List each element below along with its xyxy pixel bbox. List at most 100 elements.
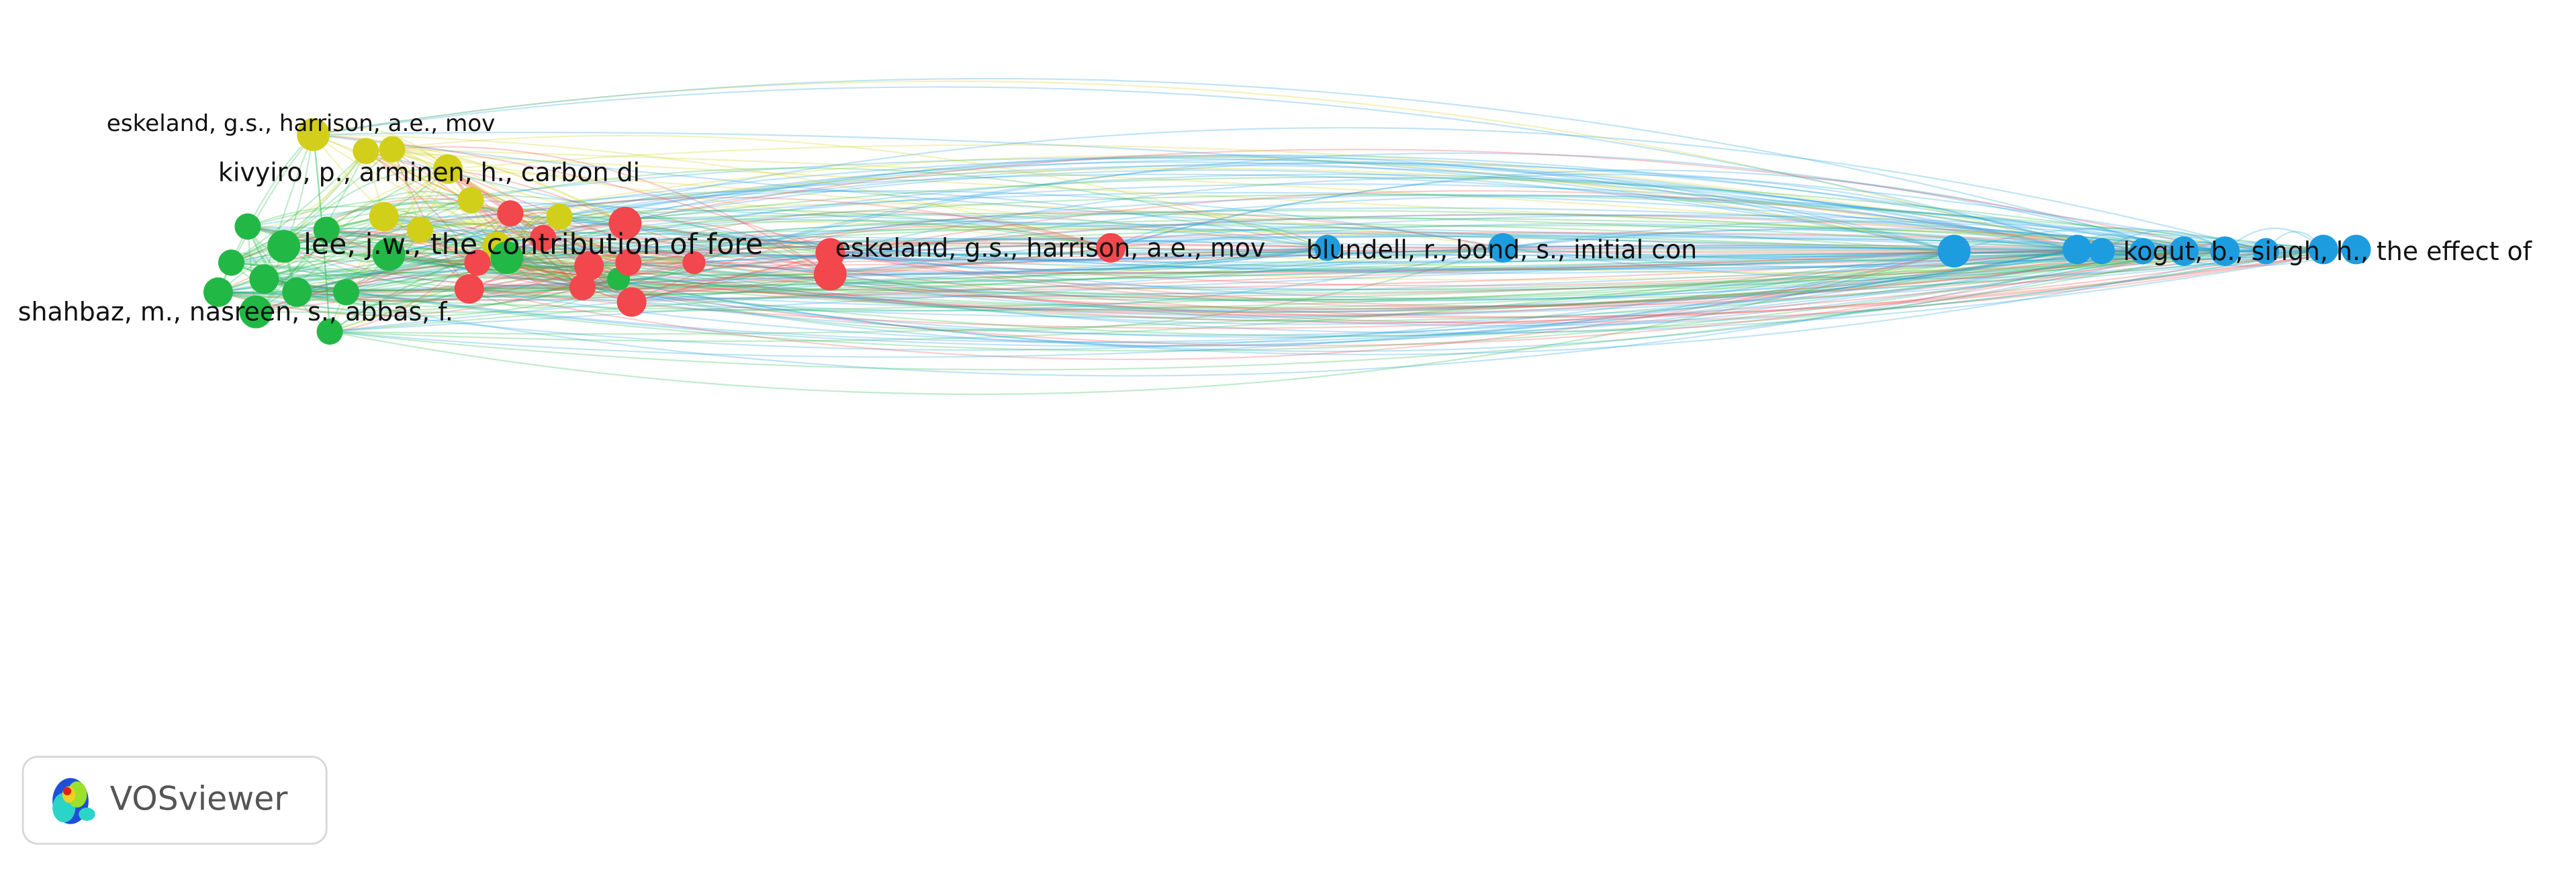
node <box>297 118 330 151</box>
edge <box>497 245 2078 263</box>
node <box>2169 236 2199 266</box>
edge <box>510 212 2356 318</box>
edge <box>506 250 2266 355</box>
node <box>813 257 847 291</box>
labels: eskeland, g.s., harrison, a.e., mov kivy… <box>18 110 2533 327</box>
edge <box>326 222 626 241</box>
edge <box>283 245 694 286</box>
edge <box>625 220 831 275</box>
edge <box>313 134 626 224</box>
edge <box>313 134 2144 252</box>
node <box>353 138 379 165</box>
edge <box>469 252 831 294</box>
node <box>203 277 233 307</box>
edge <box>694 152 2184 264</box>
edge <box>231 249 2324 312</box>
node <box>497 200 524 227</box>
node <box>316 318 343 345</box>
edge <box>510 173 2078 251</box>
edge <box>329 249 2078 358</box>
edge <box>694 250 1955 313</box>
edge <box>1502 247 2144 268</box>
edge <box>447 168 584 288</box>
edge <box>388 193 2324 255</box>
logo[interactable]: VOSviewer <box>21 755 328 845</box>
edge <box>231 156 2184 264</box>
node <box>406 216 433 243</box>
edge <box>255 150 367 313</box>
edge <box>1110 173 2103 252</box>
node <box>1488 232 1518 263</box>
node <box>1096 232 1126 263</box>
edge <box>218 286 583 302</box>
edge <box>477 250 2184 347</box>
edge <box>631 190 2103 303</box>
edge <box>392 146 831 275</box>
edge <box>582 261 694 288</box>
edge <box>506 257 831 296</box>
edge <box>218 250 2184 299</box>
edge <box>830 249 2356 324</box>
edge <box>506 250 2184 353</box>
edge <box>218 250 1955 294</box>
edge <box>383 216 2324 270</box>
node <box>372 238 406 271</box>
node <box>616 287 647 317</box>
edge <box>365 134 1328 249</box>
nodes <box>203 118 2371 345</box>
edge <box>469 278 619 292</box>
node <box>379 136 406 163</box>
edge <box>296 250 2144 377</box>
edge <box>559 161 1955 252</box>
node <box>249 264 279 294</box>
edge <box>313 134 508 259</box>
edge <box>830 250 2225 307</box>
edge <box>694 162 1955 263</box>
node-label: eskeland, g.s., harrison, a.e., mov <box>107 110 496 137</box>
edge <box>469 278 619 309</box>
edge <box>588 210 1111 267</box>
edge <box>264 271 619 280</box>
node <box>2252 238 2279 265</box>
edge <box>469 250 1955 360</box>
edge <box>263 200 471 280</box>
edge <box>588 193 2266 267</box>
node <box>530 224 557 251</box>
edge <box>388 253 694 267</box>
edge <box>694 234 2225 264</box>
edge <box>231 191 2184 264</box>
edge <box>218 183 2225 294</box>
edge <box>1110 169 2184 252</box>
edge <box>313 86 2103 252</box>
edge <box>582 250 2225 298</box>
edge <box>469 250 2266 329</box>
node <box>1937 234 1971 268</box>
edge <box>631 225 1111 303</box>
edge <box>830 247 1328 271</box>
node <box>615 249 642 276</box>
edge <box>631 249 2078 303</box>
edge <box>283 167 449 247</box>
edge <box>392 148 626 224</box>
edge <box>256 249 2324 313</box>
edge <box>631 249 2356 318</box>
edge <box>218 250 2184 294</box>
node <box>234 213 261 240</box>
edge <box>218 237 1328 294</box>
edge <box>625 222 831 256</box>
node <box>2341 234 2371 265</box>
edge <box>830 214 2324 275</box>
node <box>369 202 399 232</box>
logo-box[interactable] <box>21 755 328 845</box>
edge <box>392 148 2225 252</box>
edge <box>247 226 831 276</box>
edge <box>218 278 619 312</box>
edge <box>388 247 1504 312</box>
edge <box>1110 221 1328 249</box>
edge <box>694 232 2266 264</box>
edge <box>582 210 1504 288</box>
edge <box>218 148 393 293</box>
edge <box>329 249 2356 333</box>
edge <box>255 168 449 312</box>
